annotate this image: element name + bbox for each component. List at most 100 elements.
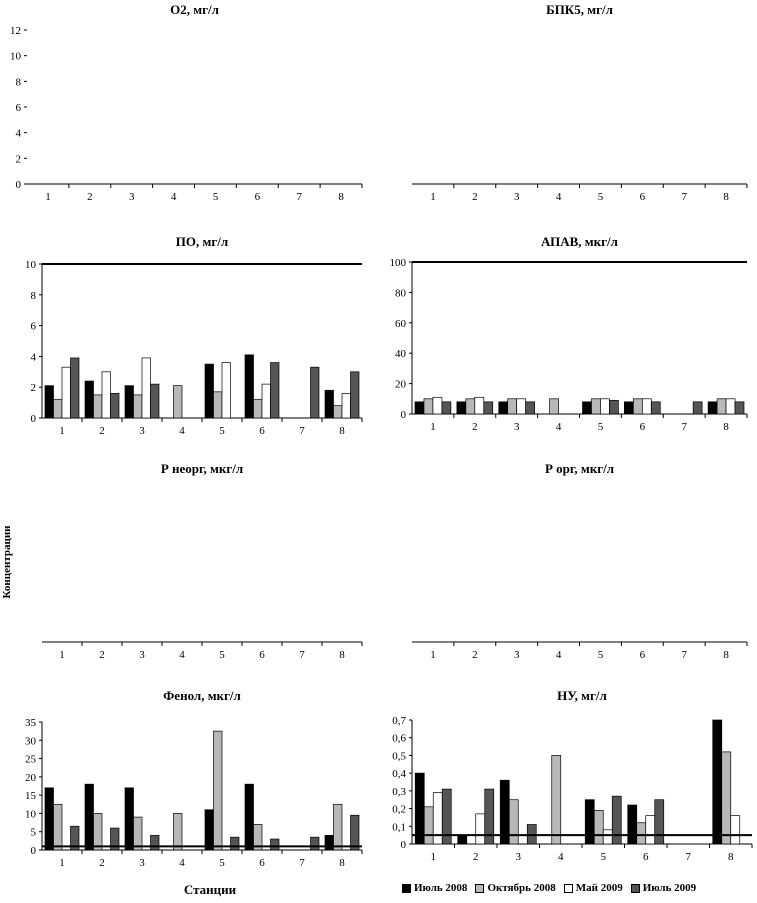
legend: Июль 2008 Октябрь 2008 Май 2009 Июль 200…	[402, 882, 757, 894]
bar-may2009-station-8	[725, 398, 736, 415]
bar-jul2008-station-2	[84, 783, 94, 851]
y-tick-label: 8	[31, 290, 37, 302]
bar-oct2008-station-3	[133, 394, 143, 419]
x-tick-label: 3	[514, 421, 520, 433]
chart-7: Фенол, мкг/л 0 5 10 15 20 25 30 35 1 2 3 4 5 6 7 8	[25, 688, 363, 869]
bar-oct2008-station-4	[551, 755, 562, 845]
y-tick-label: 0,2	[392, 804, 406, 816]
bar-oct2008-station-5	[593, 809, 604, 845]
bar-oct2008-station-2	[93, 394, 103, 419]
bar-jul2009-station-5	[611, 795, 622, 845]
bar-may2009-station-3	[516, 398, 527, 415]
x-tick-label: 8	[728, 851, 734, 863]
x-tick-label: 1	[59, 857, 65, 869]
bar-oct2008-station-4	[173, 813, 183, 851]
bar-oct2008-station-1	[53, 399, 63, 419]
chart-title: Р орг, мкг/л	[545, 461, 614, 476]
y-tick-label: 10	[25, 259, 37, 271]
x-tick-label: 1	[45, 191, 51, 203]
y-tick-label: 0	[16, 179, 22, 191]
x-tick-label: 4	[171, 191, 177, 203]
bar-jul2008-station-3	[124, 385, 134, 419]
bar-may2009-station-2	[101, 371, 111, 419]
bar-may2009-station-8	[341, 393, 351, 419]
x-tick-label: 6	[640, 649, 646, 661]
y-tick-label: 0,7	[392, 715, 406, 727]
legend-label-jul2009: Июль 2009	[642, 882, 697, 894]
bar-may2009-station-3	[141, 357, 151, 419]
y-tick-label: 40	[395, 348, 407, 360]
bar-may2009-station-6	[261, 383, 271, 419]
bar-jul2009-station-6	[270, 838, 280, 851]
bar-oct2008-station-5	[591, 398, 601, 415]
y-tick-label: 2	[16, 153, 22, 165]
x-tick-label: 7	[681, 649, 687, 661]
bar-jul2009-station-6	[650, 401, 661, 415]
y-tick-label: 5	[31, 827, 37, 839]
x-tick-label: 2	[472, 649, 478, 661]
legend-swatch-may2009	[563, 883, 573, 893]
bar-jul2009-station-1	[70, 825, 80, 851]
y-tick-label: 8	[16, 76, 22, 88]
chart-4: АПАВ, мкг/л 0 20 40 60 80 100 1 2 3 4 5 6 7 8	[390, 234, 748, 433]
x-tick-label: 5	[598, 421, 604, 433]
x-tick-label: 6	[259, 857, 265, 869]
legend-label-oct2008: Октябрь 2008	[487, 882, 556, 894]
bar-may2009-station-2	[474, 396, 485, 415]
y-tick-label: 60	[395, 318, 407, 330]
y-tick-label: 20	[395, 379, 407, 391]
legend-item-may2009: Май 2009	[563, 882, 623, 894]
x-tick-label: 5	[219, 425, 225, 437]
y-tick-label: 12	[10, 25, 21, 37]
x-tick-label: 8	[338, 191, 344, 203]
bar-jul2008-station-6	[627, 804, 638, 845]
y-tick-label: 4	[31, 351, 37, 363]
bar-may2009-station-5	[602, 829, 613, 845]
legend-label-jul2008: Июль 2008	[414, 882, 468, 894]
x-tick-label: 7	[299, 857, 305, 869]
x-tick-label: 8	[723, 649, 729, 661]
bar-jul2008-station-8	[712, 719, 723, 845]
y-tick-label: 25	[25, 754, 37, 766]
bar-jul2008-station-6	[244, 354, 254, 419]
bar-oct2008-station-5	[213, 730, 223, 851]
bar-may2009-station-8	[730, 815, 741, 845]
x-tick-label: 5	[219, 857, 225, 869]
bar-jul2008-station-1	[44, 787, 54, 851]
x-tick-label: 4	[179, 649, 185, 661]
x-tick-label: 8	[723, 191, 729, 203]
bar-jul2009-station-2	[484, 788, 495, 845]
y-tick-label: 0	[31, 845, 37, 857]
y-tick-label: 80	[395, 287, 407, 299]
y-tick-label: 20	[25, 772, 37, 784]
y-tick-label: 0,4	[392, 768, 406, 780]
y-tick-label: 0,1	[392, 821, 406, 833]
bar-jul2009-station-6	[654, 799, 665, 845]
x-tick-label: 4	[556, 191, 562, 203]
bar-jul2008-station-3	[498, 401, 509, 415]
bar-may2009-station-5	[221, 362, 231, 419]
bar-may2009-station-1	[432, 396, 443, 415]
bar-oct2008-station-3	[508, 799, 519, 845]
bar-jul2009-station-8	[350, 371, 360, 419]
bar-oct2008-station-8	[333, 405, 343, 419]
x-tick-label: 6	[640, 421, 646, 433]
y-tick-label: 2	[31, 382, 37, 394]
bar-oct2008-station-1	[53, 803, 63, 851]
chart-8: НУ, мг/л 0 0,1 0,2 0,3 0,4 0,5 0,6 0,7 1 2 3 4 5 6 7 8	[392, 688, 753, 863]
chart-title: О2, мг/л	[170, 2, 219, 17]
bar-oct2008-station-6	[253, 824, 263, 851]
bar-jul2009-station-1	[441, 788, 452, 845]
x-tick-label: 5	[601, 851, 607, 863]
bar-oct2008-station-1	[423, 806, 434, 845]
bar-jul2009-station-6	[270, 362, 280, 419]
bar-jul2009-station-2	[483, 401, 494, 415]
bar-jul2008-station-6	[624, 401, 634, 415]
bar-jul2008-station-1	[414, 772, 425, 845]
bar-jul2009-station-8	[734, 401, 745, 415]
bar-jul2008-station-2	[457, 834, 468, 845]
y-tick-label: 35	[25, 717, 37, 729]
bar-jul2008-station-5	[204, 363, 214, 419]
y-axis-label: Концентрации	[1, 525, 13, 599]
x-axis-label: Станции	[183, 882, 237, 897]
